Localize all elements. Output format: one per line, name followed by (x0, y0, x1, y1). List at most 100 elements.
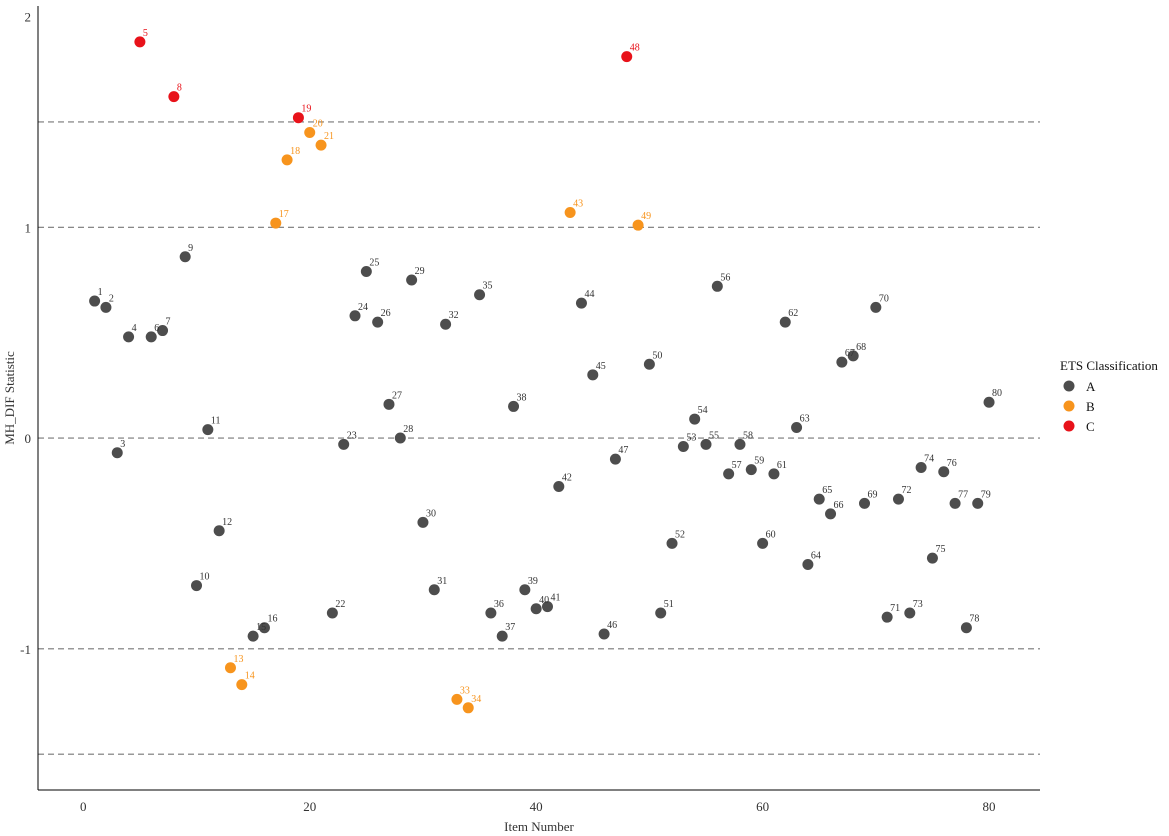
point-label: 24 (358, 302, 368, 313)
point-label: 67 (845, 348, 855, 359)
point-label: 56 (720, 272, 730, 283)
point-label: 43 (573, 199, 583, 210)
point-label: 11 (211, 416, 221, 427)
data-point (768, 468, 780, 480)
point-label: 65 (822, 485, 832, 496)
data-point (349, 310, 361, 322)
point-label: 71 (890, 603, 900, 614)
data-point (236, 679, 248, 691)
point-label: 38 (517, 392, 527, 403)
data-point (326, 607, 338, 619)
point-label: 77 (958, 489, 968, 500)
point-label: 8 (177, 83, 182, 94)
point-label: 41 (550, 593, 560, 604)
point-label: 3 (120, 439, 125, 450)
point-label: 49 (641, 211, 651, 222)
data-point (530, 603, 542, 615)
data-point (111, 447, 123, 459)
legend-label: B (1086, 399, 1095, 414)
data-point (564, 207, 576, 219)
point-label: 47 (618, 445, 628, 456)
data-point (700, 438, 712, 450)
legend-label: C (1086, 419, 1095, 434)
data-point (553, 481, 565, 493)
point-label: 17 (279, 209, 289, 220)
point-label: 35 (483, 281, 493, 292)
point-label: 45 (596, 361, 606, 372)
y-tick-label: 1 (25, 220, 32, 235)
data-point (462, 702, 474, 714)
data-point (723, 468, 735, 480)
data-point (474, 289, 486, 301)
data-point (258, 622, 270, 634)
data-point (213, 525, 225, 537)
y-tick-label: 0 (25, 431, 32, 446)
point-label: 34 (471, 694, 481, 705)
legend: ETS Classification ABC (1060, 358, 1158, 434)
data-point (825, 508, 837, 520)
point-labels: 1234567891011121314151617181920212223242… (98, 28, 1002, 705)
data-point (202, 424, 214, 436)
point-label: 61 (777, 460, 787, 471)
y-tick-label: -1 (20, 642, 31, 657)
data-point (134, 36, 146, 48)
data-point (813, 493, 825, 505)
data-point (734, 438, 746, 450)
point-label: 20 (313, 118, 323, 129)
point-label: 51 (664, 599, 674, 610)
point-label: 42 (562, 473, 572, 484)
data-point (711, 280, 723, 292)
data-point (779, 316, 791, 328)
point-label: 39 (528, 576, 538, 587)
point-label: 54 (698, 405, 708, 416)
data-point (655, 607, 667, 619)
point-label: 29 (415, 266, 425, 277)
legend-swatch (1063, 380, 1075, 392)
data-point (315, 139, 327, 151)
point-label: 9 (188, 243, 193, 254)
point-label: 30 (426, 508, 436, 519)
point-label: 40 (539, 595, 549, 606)
point-label: 72 (901, 485, 911, 496)
reference-lines (38, 121, 1040, 755)
point-label: 50 (652, 350, 662, 361)
data-point (428, 584, 440, 596)
data-point (791, 422, 803, 434)
point-label: 76 (947, 458, 957, 469)
point-label: 19 (301, 104, 311, 115)
x-tick-label: 20 (303, 799, 316, 814)
legend-items: ABC (1063, 379, 1096, 434)
point-label: 7 (166, 317, 171, 328)
data-point (123, 331, 135, 343)
data-point (757, 537, 769, 549)
x-tick-label: 60 (756, 799, 769, 814)
point-label: 78 (969, 614, 979, 625)
point-label: 60 (766, 529, 776, 540)
data-point (247, 630, 259, 642)
x-tick-label: 0 (80, 799, 87, 814)
data-point (802, 558, 814, 570)
x-tick-label: 80 (983, 799, 996, 814)
data-point (417, 516, 429, 528)
data-point (836, 356, 848, 368)
point-label: 18 (290, 146, 300, 157)
data-point (983, 396, 995, 408)
x-tick-labels: 0 20 40 60 80 (80, 799, 996, 814)
point-label: 5 (143, 28, 148, 39)
point-label: 46 (607, 620, 617, 631)
data-point (338, 438, 350, 450)
point-label: 79 (981, 489, 991, 500)
y-tick-label: 2 (25, 10, 32, 25)
point-label: 32 (449, 310, 459, 321)
point-label: 4 (132, 323, 137, 334)
data-point (598, 628, 610, 640)
data-point (915, 462, 927, 474)
data-point (745, 464, 757, 476)
point-label: 15 (256, 622, 266, 633)
data-point (191, 580, 203, 592)
data-point (145, 331, 157, 343)
data-point (100, 301, 112, 313)
legend-swatch (1063, 400, 1075, 412)
data-point (960, 622, 972, 634)
